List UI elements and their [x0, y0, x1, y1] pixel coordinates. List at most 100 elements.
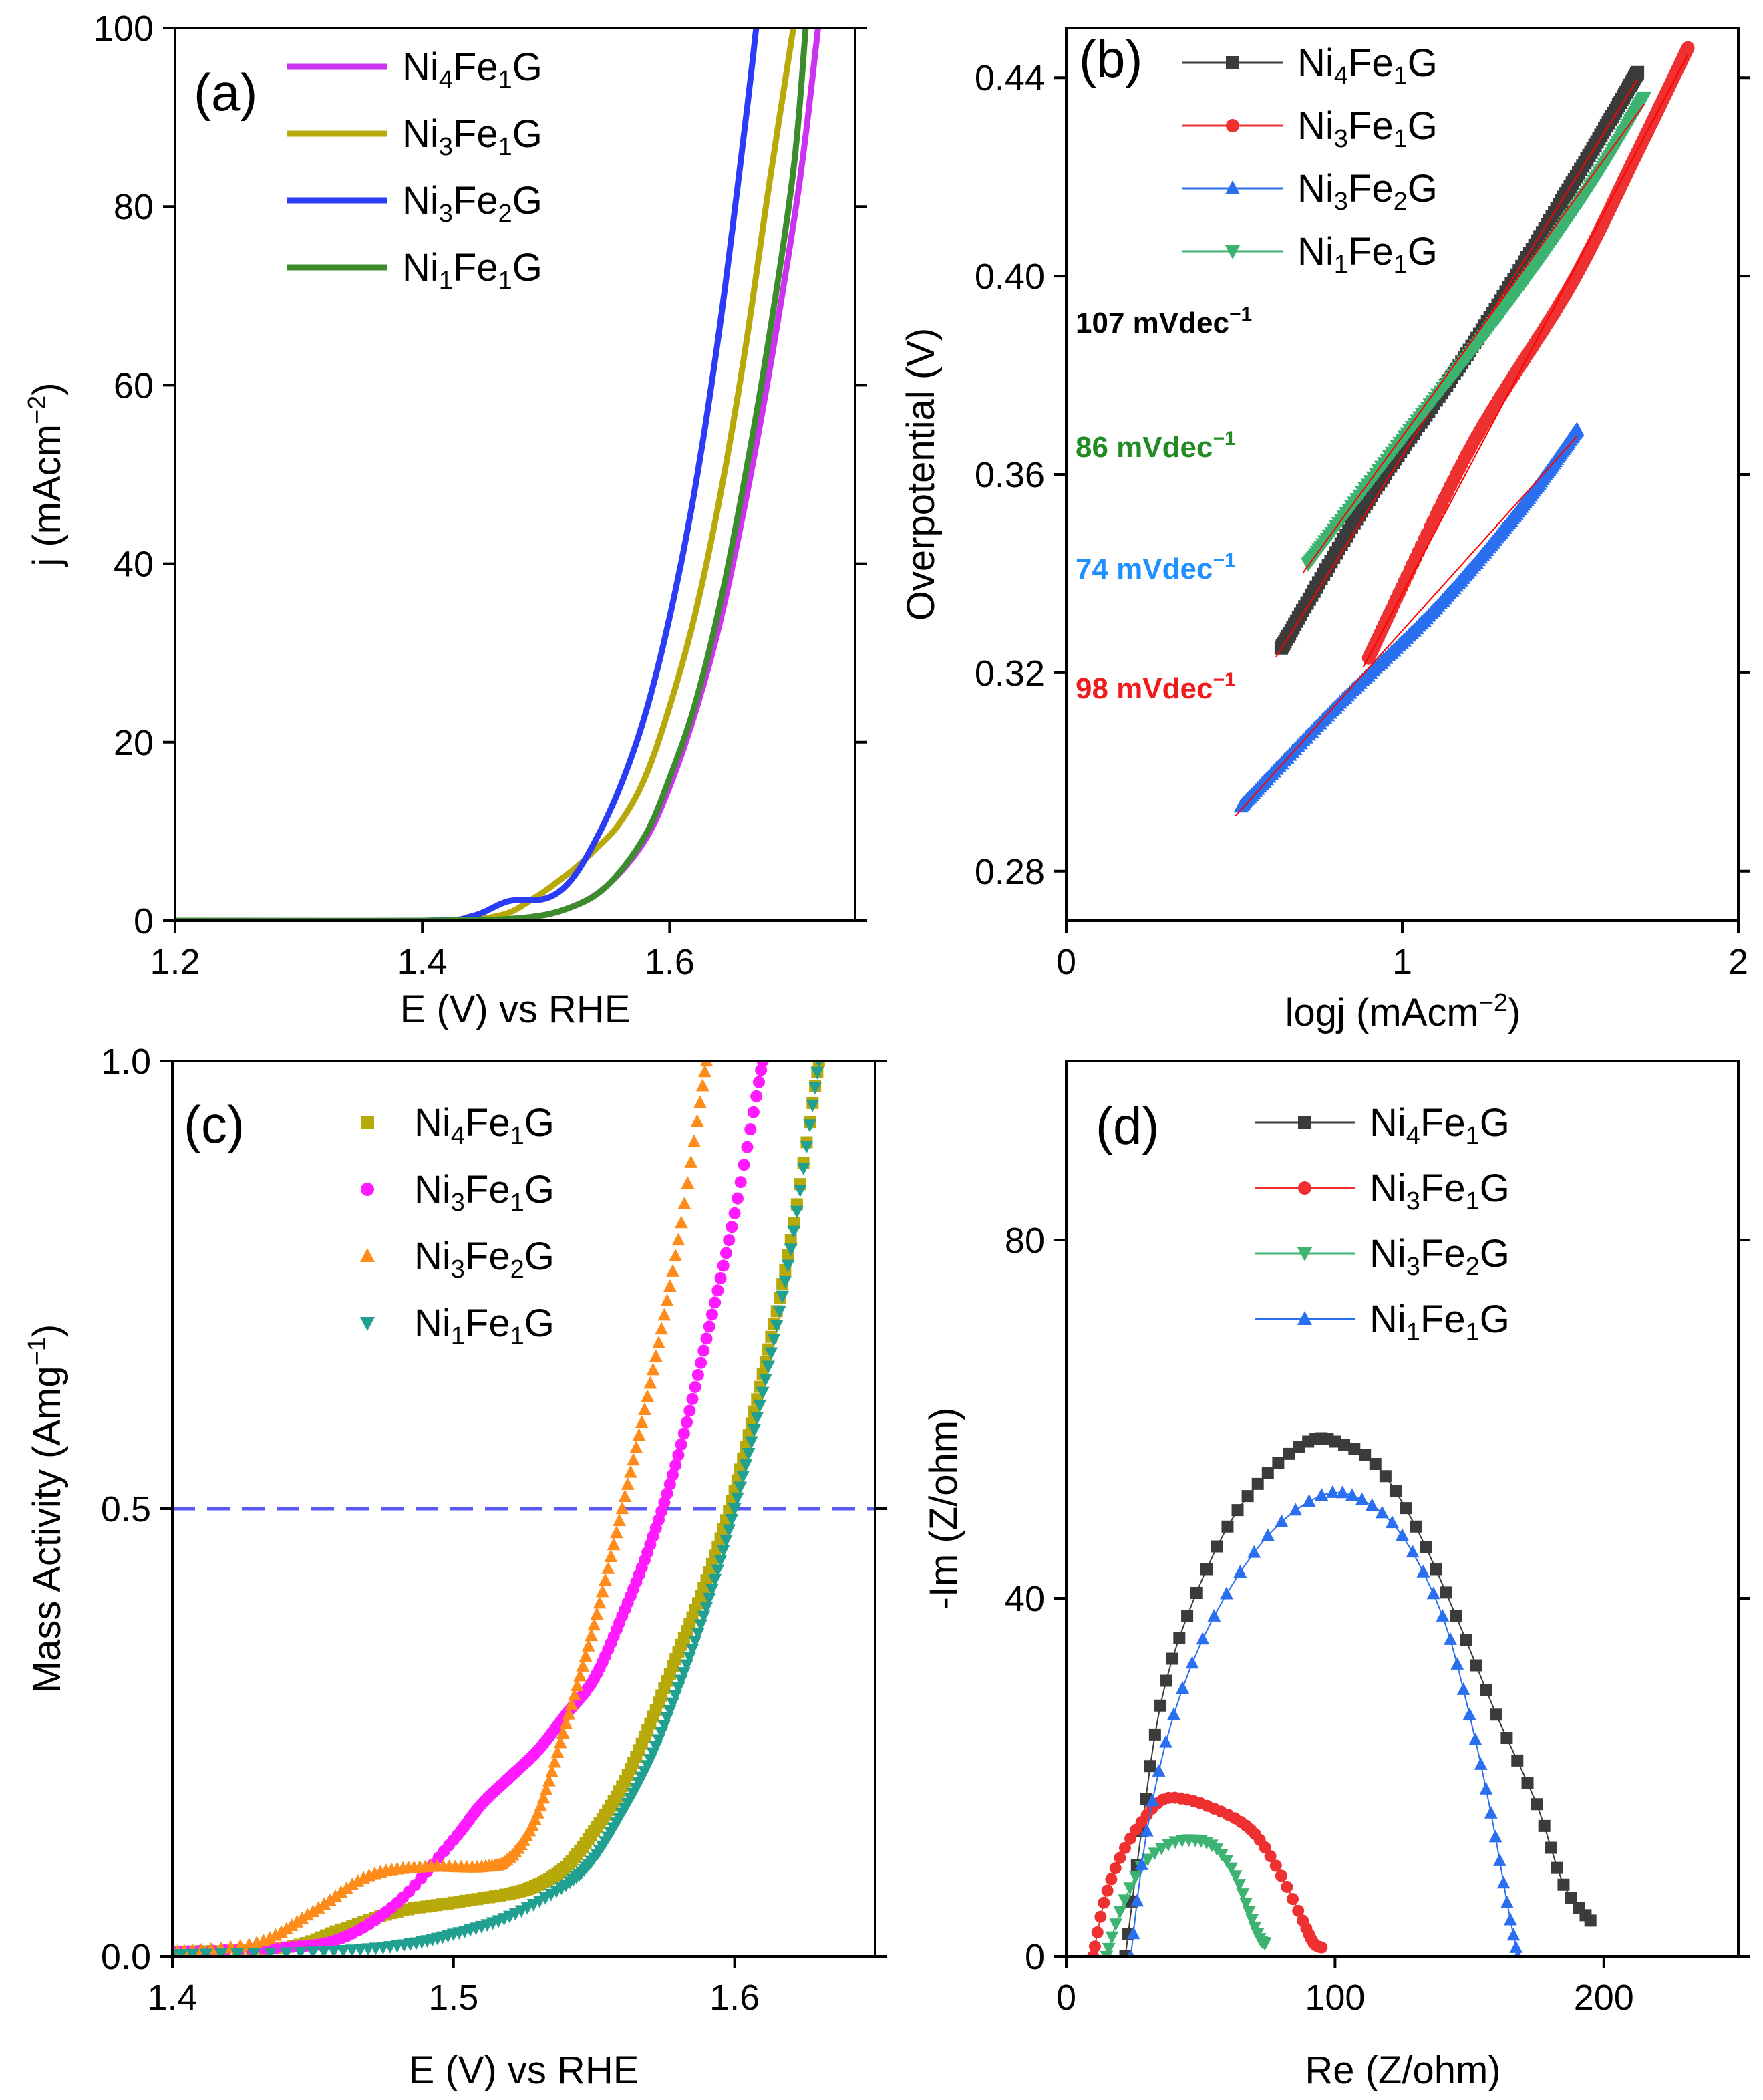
- data-point: [1130, 1894, 1144, 1907]
- data-point: [1338, 1439, 1351, 1451]
- data-point: [1148, 1728, 1161, 1741]
- data-point: [758, 1374, 772, 1387]
- data-point: [741, 1141, 754, 1153]
- data-point: [734, 1176, 747, 1189]
- data-point: [681, 1416, 693, 1429]
- data-point: [657, 1308, 671, 1321]
- y-tick-label: 0.32: [975, 653, 1045, 694]
- legend-label: Ni3Fe1G: [402, 112, 542, 161]
- data-point: [726, 1221, 738, 1233]
- data-point: [632, 1428, 646, 1441]
- data-point: [635, 1415, 649, 1429]
- data-point: [747, 1106, 760, 1118]
- data-point: [1233, 1565, 1247, 1578]
- tafel-slope-annotation: 86 mVdec−1: [1076, 428, 1236, 464]
- data-point: [279, 1947, 293, 1956]
- data-point: [1225, 1862, 1239, 1876]
- data-point: [1389, 1485, 1402, 1497]
- legend-item: Ni3Fe2G: [1182, 167, 1438, 216]
- data-point: [306, 1904, 320, 1918]
- data-point: [784, 1243, 798, 1257]
- data-point: [674, 1215, 688, 1229]
- data-point: [1094, 1910, 1107, 1923]
- data-point: [1141, 1853, 1155, 1867]
- data-point: [1166, 1652, 1178, 1665]
- series-line: [175, 28, 760, 921]
- data-point: [1500, 1895, 1514, 1908]
- data-point: [1287, 1893, 1299, 1906]
- legend-label: Ni3Fe1G: [1297, 104, 1438, 153]
- data-point: [1369, 1458, 1382, 1470]
- data-point: [752, 1076, 765, 1088]
- data-point: [345, 1944, 359, 1956]
- data-point: [531, 1805, 544, 1819]
- legend-label: Ni1Fe1G: [402, 246, 542, 295]
- data-point: [803, 1119, 816, 1133]
- ylabel-tail: ): [25, 1324, 69, 1337]
- data-point: [295, 1911, 309, 1924]
- data-point: [1488, 1829, 1502, 1843]
- data-point: [1379, 1470, 1392, 1483]
- data-point: [1479, 1781, 1493, 1795]
- legend-label: Ni3Fe1G: [1370, 1167, 1510, 1215]
- panel-a-legend: Ni4Fe1G Ni3Fe1G Ni3Fe2G Ni1Fe1G: [287, 45, 542, 295]
- data-point: [1091, 1926, 1104, 1938]
- legend-label: Ni1Fe1G: [1370, 1298, 1510, 1346]
- data-point: [695, 1078, 709, 1092]
- data-point: [1496, 1876, 1510, 1889]
- x-tick-label: 1.4: [397, 942, 448, 982]
- data-point: [1152, 1763, 1166, 1777]
- data-point: [1444, 1632, 1457, 1645]
- y-tick-label: 40: [1005, 1579, 1045, 1619]
- data-point: [301, 1908, 315, 1921]
- legend-label: Ni4Fe1G: [1297, 41, 1438, 90]
- data-point: [317, 1946, 331, 1956]
- series-Ni1Fe1G: [175, 28, 809, 921]
- data-point: [666, 1263, 679, 1277]
- legend-item: Ni3Fe1G: [1255, 1167, 1510, 1215]
- series-Ni1Fe1G: [1301, 91, 1652, 574]
- data-point: [1135, 1857, 1148, 1870]
- legend-marker: [1297, 1247, 1312, 1261]
- data-point: [1551, 1861, 1563, 1874]
- legend-item: Ni1Fe1G: [1255, 1298, 1510, 1346]
- legend-marker: [1225, 180, 1240, 194]
- data-point: [677, 1196, 691, 1209]
- data-point: [1220, 1586, 1233, 1600]
- data-point: [1450, 1610, 1462, 1622]
- data-point: [595, 1584, 609, 1598]
- data-point: [571, 1678, 584, 1691]
- data-point: [1173, 1632, 1186, 1644]
- series-Ni3Fe2G: [1100, 1834, 1272, 1956]
- legend-marker: [1298, 1181, 1311, 1195]
- data-point: [1247, 1545, 1261, 1558]
- data-point: [661, 1487, 673, 1500]
- data-point: [1190, 1587, 1203, 1600]
- data-point: [1426, 1586, 1440, 1600]
- data-point: [1406, 1545, 1420, 1558]
- panel-b-chart: 0 1 2 0.28 0.32 0.36 0.40 0.44 (b) logj (mAcm−2…: [899, 27, 1750, 1034]
- data-point: [1239, 1898, 1253, 1911]
- data-point: [663, 1478, 676, 1491]
- legend-swatch: [360, 1317, 375, 1331]
- data-point: [1109, 1862, 1122, 1875]
- data-point: [728, 1503, 742, 1516]
- data-point: [585, 1628, 598, 1642]
- series-Ni3Fe1G: [175, 28, 796, 921]
- data-point: [1293, 1441, 1305, 1453]
- data-point: [528, 1812, 542, 1825]
- data-point: [1233, 1879, 1247, 1892]
- legend-item: Ni1Fe1G: [287, 246, 542, 295]
- data-point: [1101, 1884, 1114, 1897]
- data-point: [1221, 1520, 1234, 1533]
- data-point: [730, 1492, 744, 1505]
- data-point: [1236, 1888, 1250, 1901]
- data-point: [1176, 1681, 1190, 1694]
- data-point: [649, 1349, 663, 1362]
- data-point: [1359, 1449, 1372, 1461]
- data-point: [627, 1453, 641, 1466]
- data-point: [716, 1545, 730, 1557]
- legend-swatch: [361, 1183, 374, 1196]
- data-point: [1261, 1467, 1274, 1479]
- data-point: [559, 1716, 573, 1729]
